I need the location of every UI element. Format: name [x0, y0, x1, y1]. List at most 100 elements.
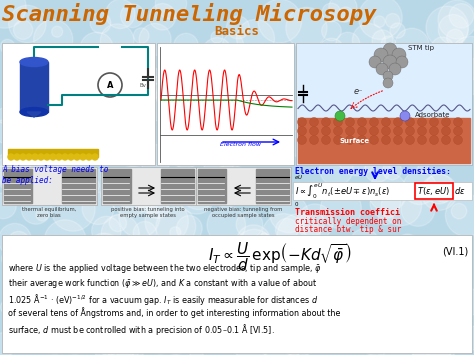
Circle shape	[449, 37, 474, 80]
Circle shape	[48, 165, 70, 187]
Circle shape	[117, 340, 143, 355]
Circle shape	[184, 277, 212, 305]
Circle shape	[169, 136, 201, 168]
Circle shape	[275, 218, 298, 241]
Circle shape	[28, 141, 39, 152]
Circle shape	[190, 348, 203, 355]
Circle shape	[329, 0, 357, 22]
Circle shape	[310, 126, 319, 136]
Circle shape	[378, 210, 393, 225]
Text: critically dependent on: critically dependent on	[295, 217, 401, 226]
Circle shape	[219, 296, 241, 317]
Circle shape	[365, 45, 376, 56]
Bar	[20, 62, 48, 112]
Circle shape	[109, 214, 127, 232]
Circle shape	[147, 325, 165, 343]
Circle shape	[98, 73, 122, 97]
Circle shape	[129, 173, 164, 208]
Circle shape	[155, 0, 187, 19]
Circle shape	[86, 154, 92, 160]
Circle shape	[352, 69, 393, 110]
Circle shape	[139, 23, 171, 55]
Circle shape	[8, 231, 30, 253]
Circle shape	[80, 32, 114, 66]
Circle shape	[44, 220, 86, 262]
Circle shape	[145, 200, 188, 243]
Circle shape	[383, 161, 401, 180]
Circle shape	[336, 237, 375, 276]
Circle shape	[217, 49, 231, 64]
Circle shape	[15, 271, 55, 312]
Circle shape	[145, 68, 161, 84]
Circle shape	[436, 259, 465, 288]
Circle shape	[171, 322, 191, 342]
Circle shape	[418, 118, 427, 126]
Circle shape	[319, 152, 353, 186]
Circle shape	[69, 113, 101, 144]
Circle shape	[9, 5, 46, 43]
Circle shape	[297, 204, 333, 240]
Circle shape	[236, 211, 263, 238]
Circle shape	[80, 154, 86, 160]
Text: Electron energy level densities:: Electron energy level densities:	[295, 167, 451, 176]
Circle shape	[160, 323, 191, 354]
Circle shape	[0, 152, 28, 186]
Circle shape	[429, 136, 438, 144]
Circle shape	[389, 63, 401, 75]
Circle shape	[426, 331, 456, 355]
Circle shape	[68, 154, 74, 160]
Circle shape	[448, 58, 474, 95]
Circle shape	[321, 118, 330, 126]
Circle shape	[419, 267, 444, 292]
Bar	[8, 149, 98, 157]
Text: of several tens of Ångstroms and, in order to get interesting information about : of several tens of Ångstroms and, in ord…	[8, 307, 340, 318]
Circle shape	[56, 251, 79, 274]
Circle shape	[66, 68, 98, 99]
Circle shape	[227, 16, 249, 39]
Text: STM tip: STM tip	[408, 45, 434, 51]
Circle shape	[37, 319, 73, 354]
Circle shape	[225, 89, 250, 113]
Circle shape	[237, 50, 252, 65]
Circle shape	[357, 317, 395, 355]
Circle shape	[418, 126, 427, 136]
FancyBboxPatch shape	[296, 43, 472, 165]
Circle shape	[51, 187, 95, 231]
Circle shape	[80, 236, 98, 255]
Circle shape	[172, 328, 191, 348]
Circle shape	[352, 23, 385, 56]
Circle shape	[454, 136, 463, 144]
Circle shape	[86, 169, 109, 192]
Circle shape	[291, 126, 326, 161]
Circle shape	[412, 309, 448, 345]
Circle shape	[36, 310, 51, 325]
Circle shape	[322, 21, 341, 41]
FancyBboxPatch shape	[293, 182, 472, 200]
Circle shape	[156, 207, 196, 247]
Circle shape	[62, 154, 68, 160]
Circle shape	[382, 36, 395, 50]
Circle shape	[38, 154, 44, 160]
Circle shape	[37, 109, 61, 133]
Circle shape	[383, 71, 393, 81]
Circle shape	[417, 294, 445, 322]
Circle shape	[301, 320, 323, 342]
Circle shape	[447, 29, 464, 46]
Circle shape	[449, 4, 474, 28]
Circle shape	[210, 165, 250, 206]
Text: $I_T \propto \dfrac{U}{d}\,\exp\!\left(-Kd\sqrt{\bar{\varphi}}\right)$: $I_T \propto \dfrac{U}{d}\,\exp\!\left(-…	[208, 240, 352, 273]
Text: $eU$: $eU$	[294, 173, 303, 181]
Circle shape	[14, 154, 20, 160]
Circle shape	[438, 0, 474, 39]
Circle shape	[383, 78, 393, 88]
Circle shape	[100, 185, 120, 204]
Circle shape	[20, 97, 32, 110]
Circle shape	[321, 126, 330, 136]
Circle shape	[462, 326, 474, 350]
Circle shape	[71, 331, 82, 342]
Circle shape	[429, 118, 438, 126]
Circle shape	[413, 335, 451, 355]
Circle shape	[167, 169, 193, 195]
Circle shape	[56, 154, 62, 160]
Circle shape	[11, 147, 42, 178]
